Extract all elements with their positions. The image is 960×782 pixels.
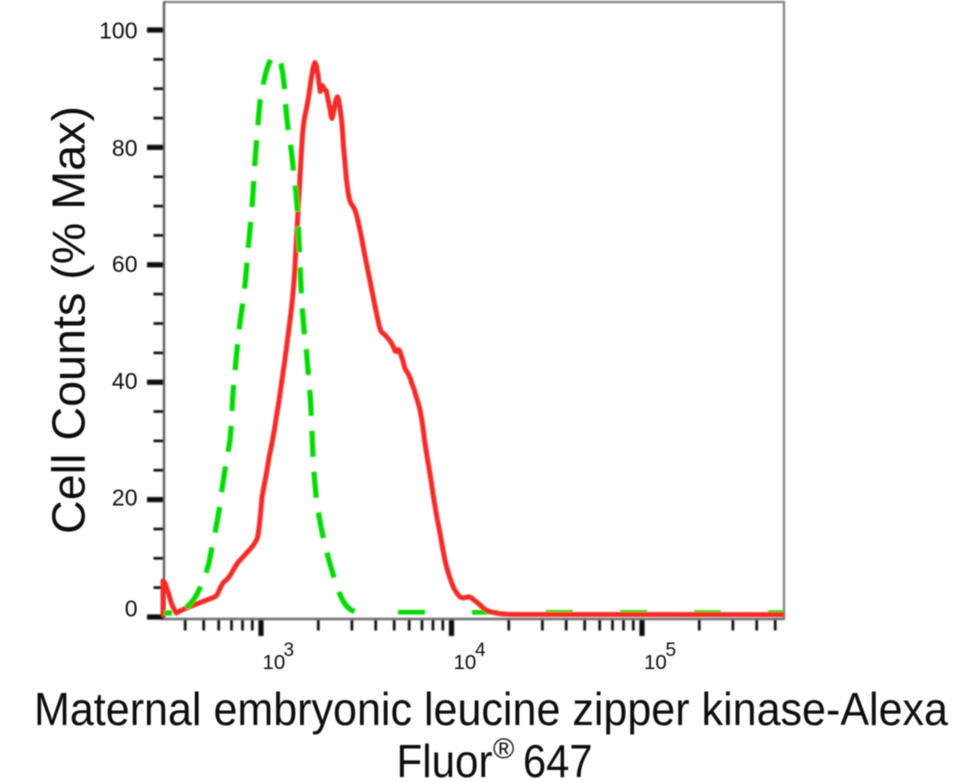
svg-text:Fluor: Fluor xyxy=(397,735,493,782)
svg-text:20: 20 xyxy=(112,485,138,511)
svg-text:Maternal embryonic leucine zip: Maternal embryonic leucine zipper kinase… xyxy=(34,683,948,735)
svg-text:10: 10 xyxy=(644,651,667,674)
svg-text:40: 40 xyxy=(112,368,138,394)
svg-text:60: 60 xyxy=(112,251,138,277)
svg-text:647: 647 xyxy=(523,735,593,782)
svg-text:Cell Counts (% Max): Cell Counts (% Max) xyxy=(43,106,95,534)
svg-text:3: 3 xyxy=(284,640,295,661)
svg-text:®: ® xyxy=(493,734,514,766)
svg-text:10: 10 xyxy=(263,651,286,674)
svg-text:5: 5 xyxy=(666,640,677,661)
svg-text:0: 0 xyxy=(125,596,138,622)
svg-text:100: 100 xyxy=(99,18,137,44)
svg-text:80: 80 xyxy=(112,135,138,161)
svg-text:4: 4 xyxy=(475,640,486,661)
svg-text:10: 10 xyxy=(454,651,477,674)
